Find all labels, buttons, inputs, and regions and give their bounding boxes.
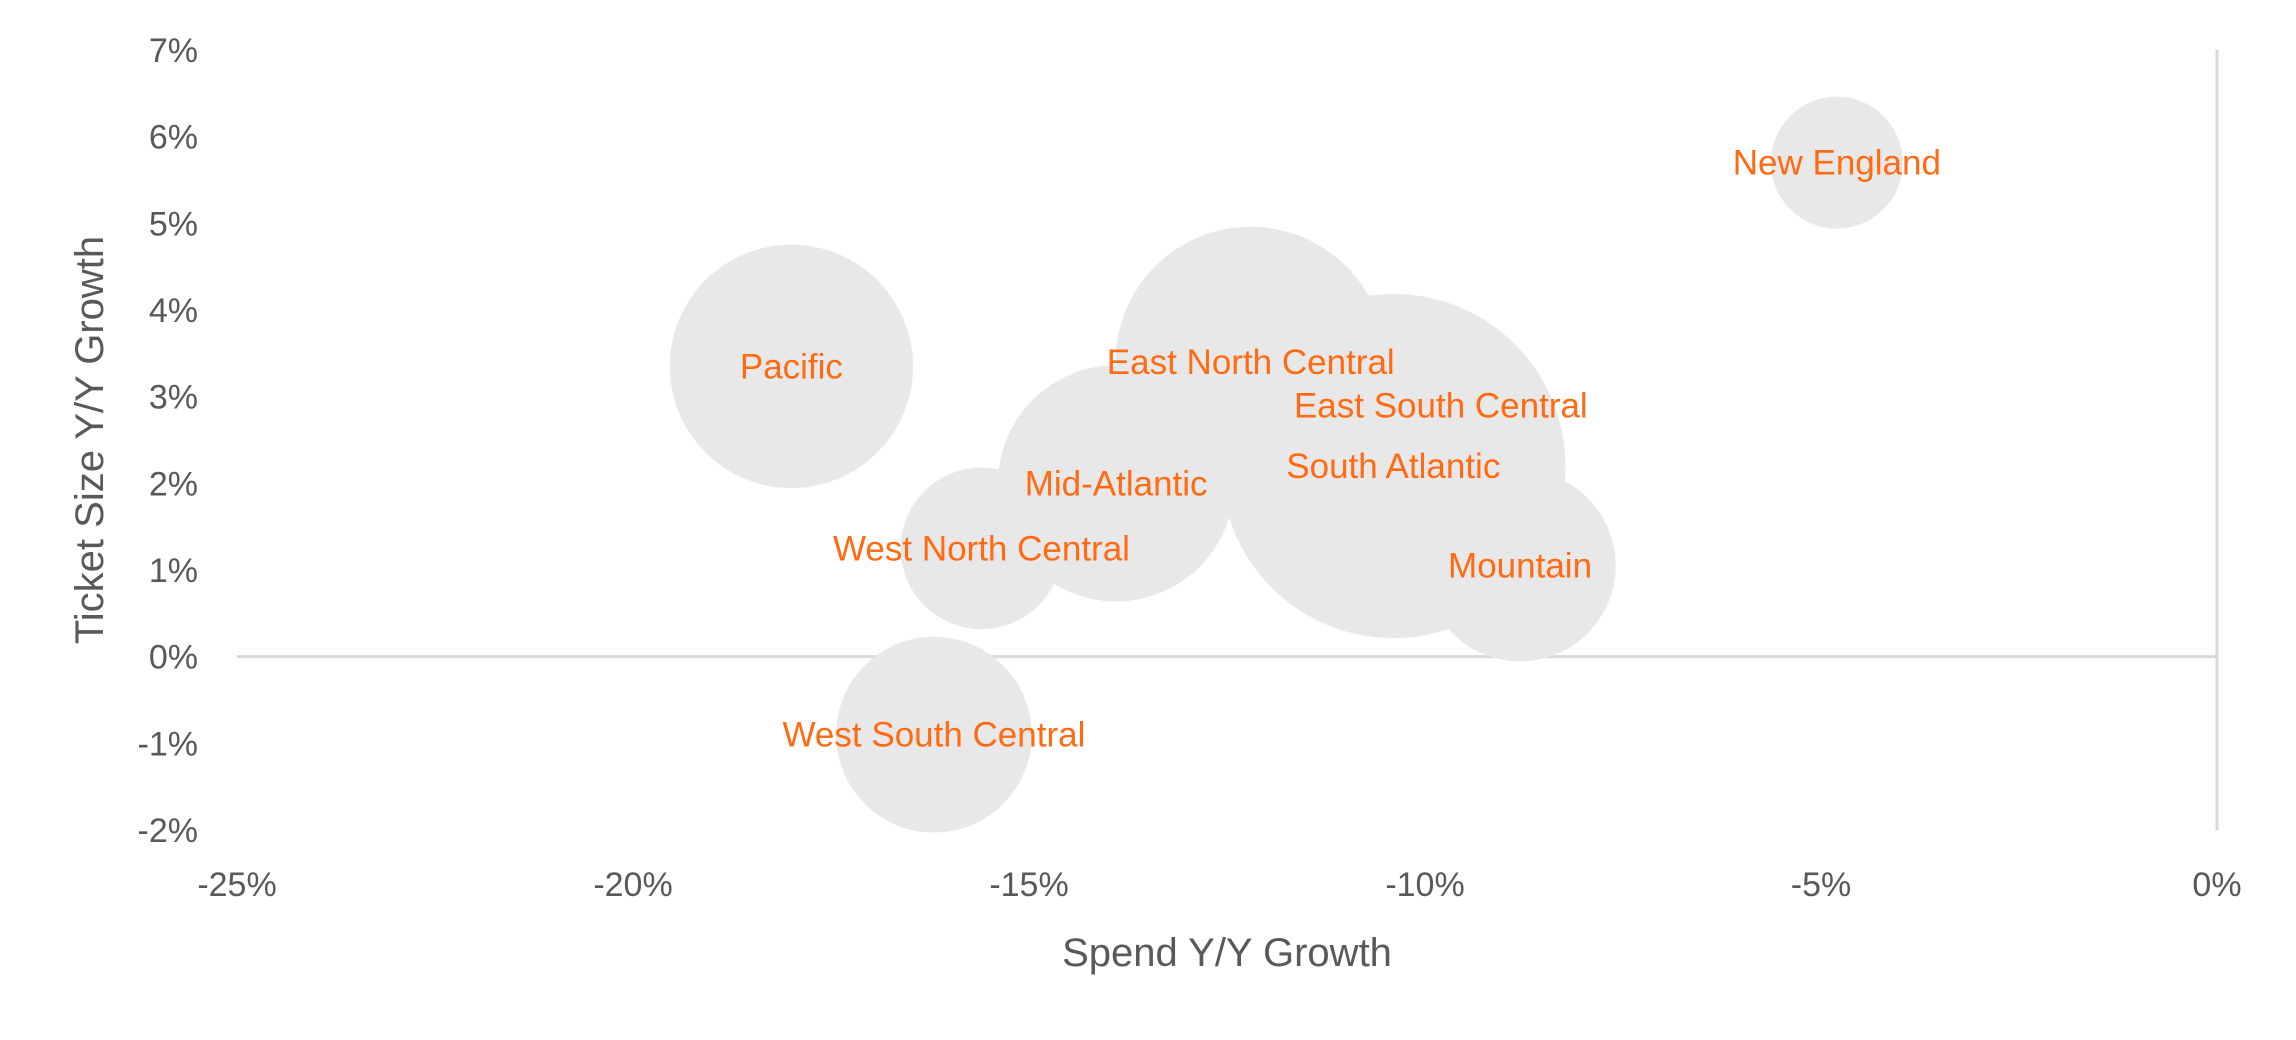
bubble-label: East South Central: [1294, 386, 1588, 425]
x-axis-title: Spend Y/Y Growth: [1062, 931, 1392, 975]
axes: [237, 50, 2219, 830]
bubble-labels: New England Pacific East North Central East…: [740, 144, 1941, 755]
bubble-label: West South Central: [783, 716, 1086, 755]
bubble-label: Pacific: [740, 347, 843, 386]
y-tick-label: 3%: [149, 379, 198, 417]
y-tick-label: 7%: [149, 32, 198, 70]
bubble-label: East North Central: [1107, 343, 1395, 382]
y-tick-label: 0%: [149, 639, 198, 677]
tick-labels: -25% -20% -15% -10% -5% 0% -2% -1% 0% 1% 2% 3% 4% 5% 6…: [138, 32, 2242, 904]
bubble: [1770, 96, 1903, 229]
x-tick-label: 0%: [2192, 866, 2241, 904]
bubble-label: Mid-Atlantic: [1025, 464, 1208, 503]
y-tick-label: -2%: [138, 812, 198, 850]
bubbles: [669, 96, 1903, 833]
bubble: [900, 467, 1063, 630]
bubble-label: New England: [1733, 144, 1941, 183]
bubble: [669, 244, 914, 489]
bubble-label: Mountain: [1448, 547, 1592, 586]
bubble-label: South Atlantic: [1286, 447, 1500, 486]
x-tick-label: -20%: [593, 866, 672, 904]
bubble: [836, 636, 1032, 833]
y-axis-title: Ticket Size Y/Y Growth: [68, 236, 112, 644]
x-tick-label: -15%: [989, 866, 1068, 904]
bubble: [1424, 470, 1616, 662]
bubble-label: West North Central: [833, 529, 1130, 568]
x-tick-label: -10%: [1385, 866, 1464, 904]
y-tick-label: 5%: [149, 205, 198, 243]
y-tick-label: 2%: [149, 465, 198, 503]
y-tick-label: 1%: [149, 552, 198, 590]
x-tick-label: -25%: [197, 866, 276, 904]
x-tick-label: -5%: [1791, 866, 1851, 904]
y-tick-label: 4%: [149, 292, 198, 330]
y-tick-label: 6%: [149, 119, 198, 157]
y-tick-label: -1%: [138, 725, 198, 763]
